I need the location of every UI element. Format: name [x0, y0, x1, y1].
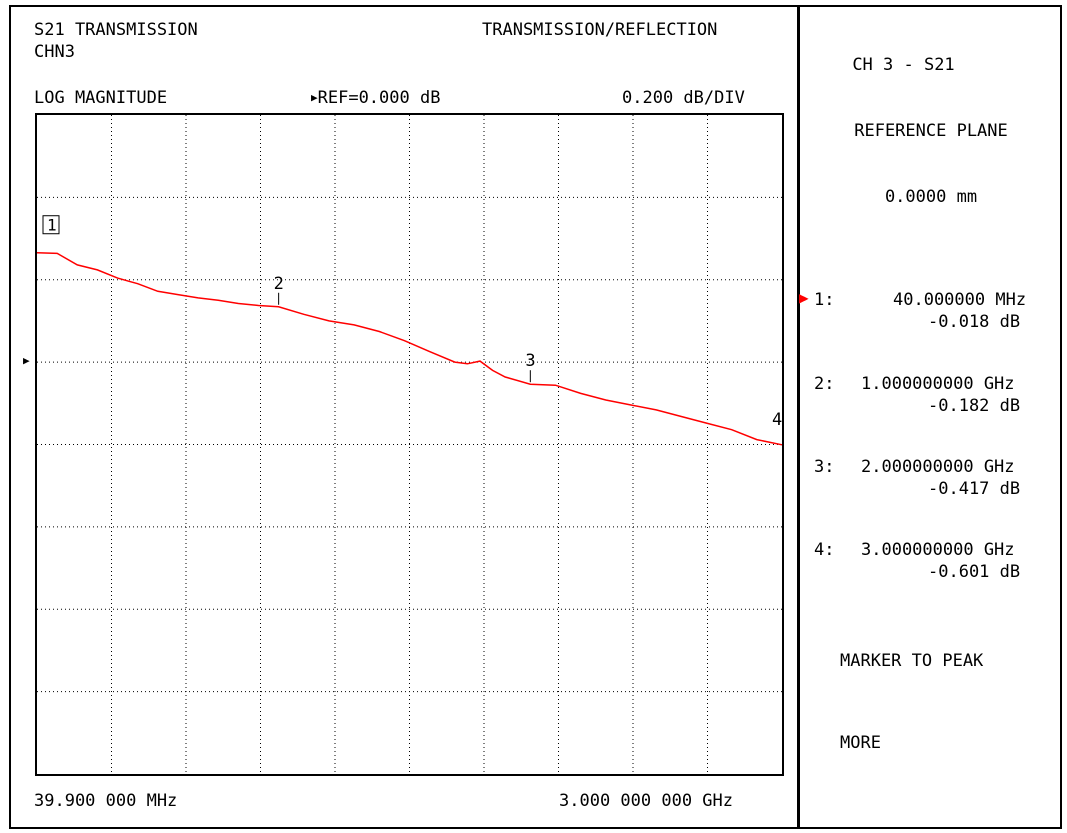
marker-to-peak-softkey[interactable]: MARKER TO PEAK: [840, 651, 984, 671]
panel-divider: [797, 5, 800, 829]
marker-1-tag: 1: [47, 216, 57, 235]
marker-2-value: -0.182 dB: [928, 396, 1021, 416]
marker-3-frequency: 2.000000000 GHz: [861, 457, 1015, 477]
measurement-mode: TRANSMISSION/REFLECTION: [482, 20, 718, 40]
marker-1-box: [42, 215, 60, 235]
marker-2-label: 2:: [814, 374, 835, 394]
instrument-display: [9, 5, 1062, 829]
marker-3-label: 3:: [814, 457, 835, 477]
channel-label: CHN3: [34, 42, 75, 62]
marker-1-label: 1:: [814, 290, 835, 310]
reference-plane-label: REFERENCE PLANE: [854, 121, 1008, 141]
reference-pointer-icon: ▶: [311, 91, 318, 104]
marker-1-frequency: 40.000000 MHz: [893, 290, 1027, 310]
marker-3-tag: 3: [525, 351, 535, 371]
marker-4-value: -0.601 dB: [928, 562, 1021, 582]
marker-3-value: -0.417 dB: [928, 479, 1021, 499]
marker-4-label: 4:: [814, 540, 835, 560]
reference-plane-value: 0.0000 mm: [884, 187, 978, 207]
active-marker-icon: ▶: [799, 288, 809, 307]
marker-1-value: -0.018 dB: [928, 312, 1021, 332]
trace-plot: 1 2 3 4: [35, 113, 784, 776]
measurement-title: S21 TRANSMISSION: [34, 20, 198, 40]
marker-2-tag: 2: [274, 274, 284, 294]
trace-line: [36, 251, 783, 446]
marker-4-frequency: 3.000000000 GHz: [861, 540, 1015, 560]
start-frequency: 39.900 000 MHz: [34, 791, 178, 811]
marker-4-tag: 4: [772, 410, 782, 430]
reference-position-icon: ▶: [23, 354, 30, 367]
scale-per-division: 0.200 dB/DIV: [622, 88, 745, 108]
trace-plot-svg: 1 2 3 4: [36, 115, 783, 774]
stop-frequency: 3.000 000 000 GHz: [559, 791, 733, 811]
reference-level: ▶REF=0.000 dB: [311, 88, 441, 108]
channel-parameter: CH 3 - S21: [852, 55, 955, 75]
more-softkey[interactable]: MORE: [840, 733, 881, 753]
marker-2-frequency: 1.000000000 GHz: [861, 374, 1015, 394]
display-format: LOG MAGNITUDE: [34, 88, 168, 108]
